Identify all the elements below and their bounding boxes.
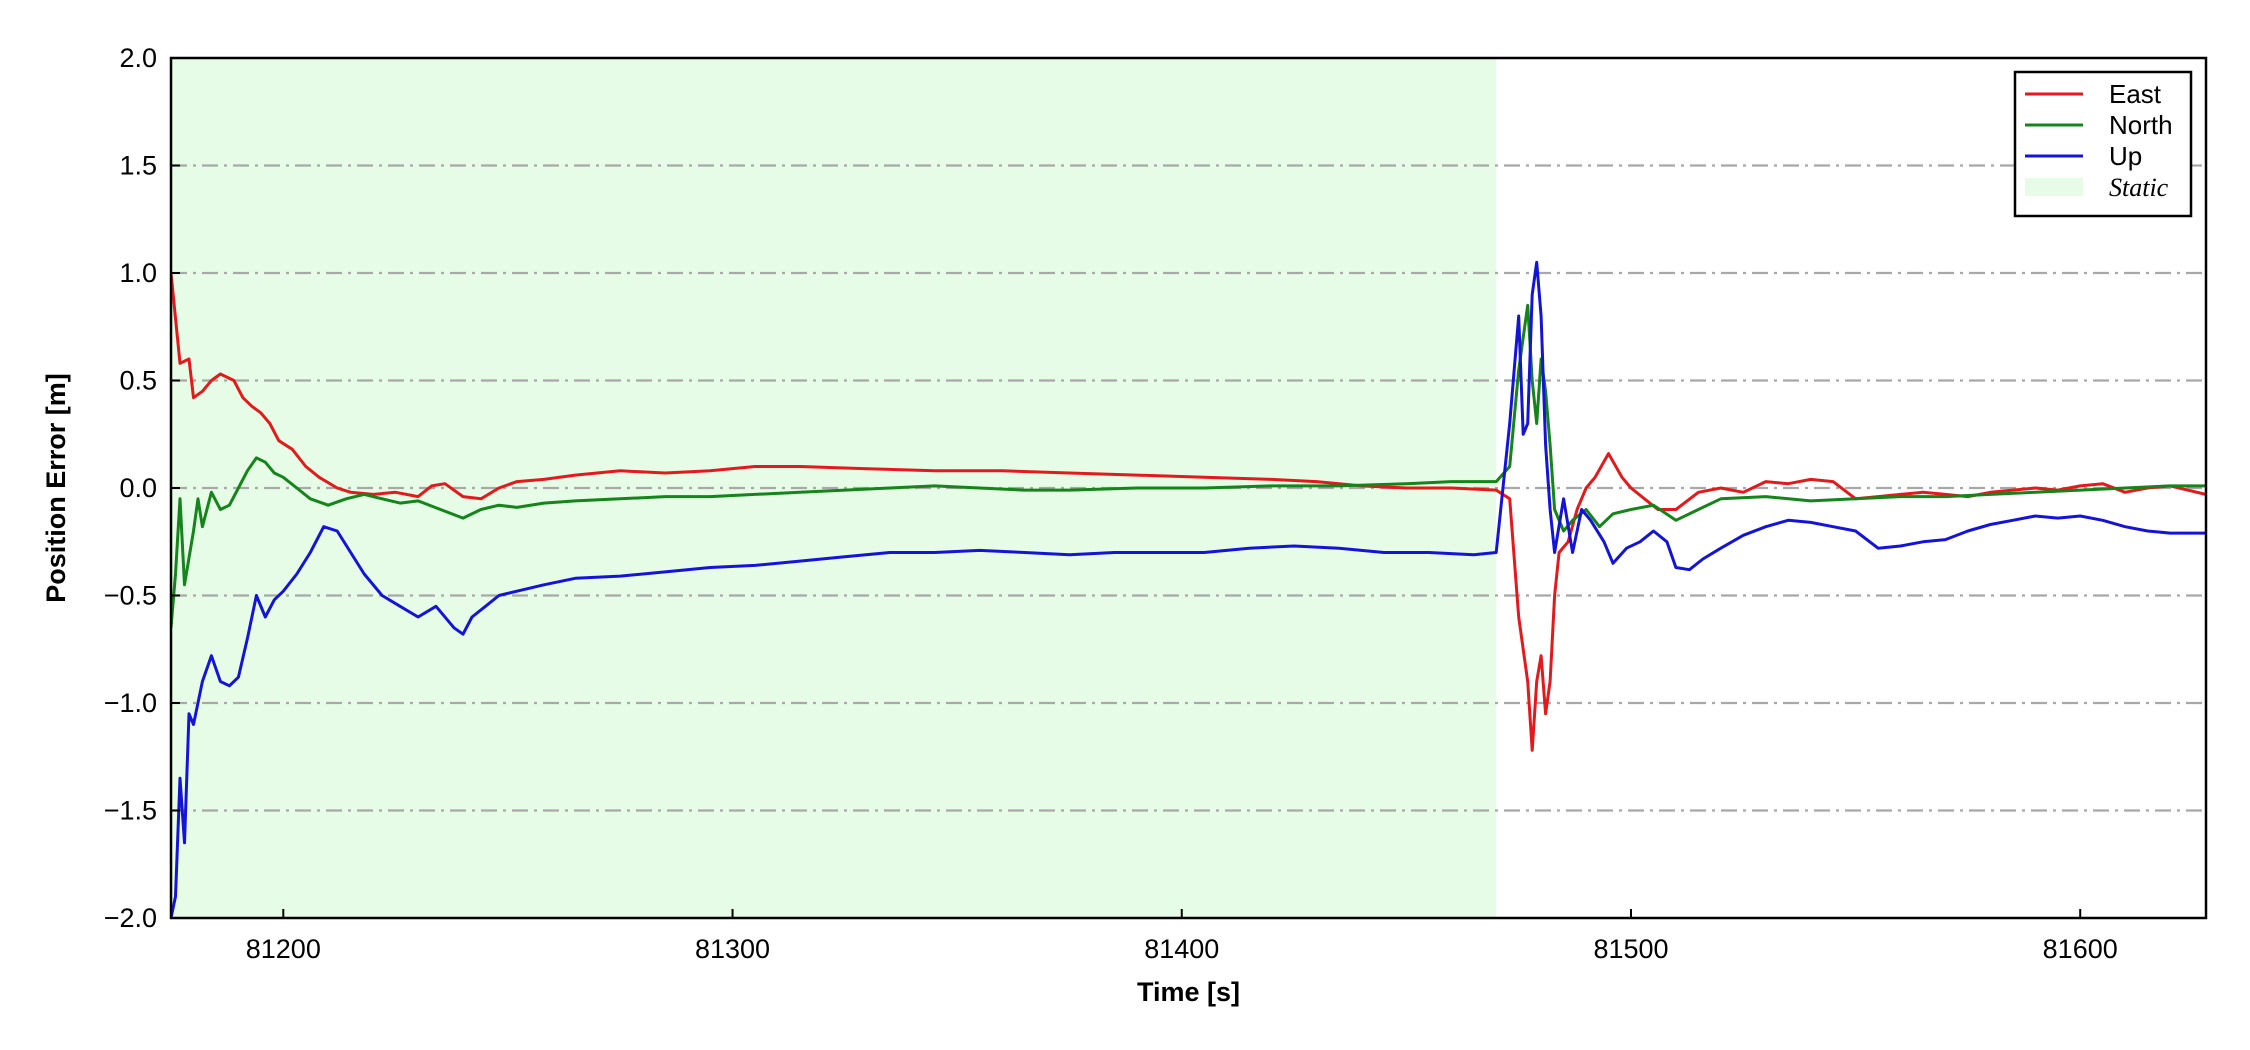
legend-static-swatch [2025,178,2083,196]
x-axis-label: Time [s] [1137,977,1240,1007]
y-tick-label: −2.0 [104,903,157,933]
y-tick-label: −1.5 [104,796,157,826]
legend-up-label: Up [2109,141,2142,171]
y-tick-label: −1.0 [104,688,157,718]
y-tick-label: 1.5 [119,151,157,181]
y-axis-label: Position Error [m] [41,373,71,603]
x-axis-ticks: 81200 81300 81400 81500 81600 [246,909,2118,964]
x-tick-label: 81500 [1593,934,1668,964]
y-tick-label: 2.0 [119,43,157,73]
plot-area [169,56,2208,920]
y-tick-label: 0.5 [119,366,157,396]
legend-static-label: Static [2109,173,2169,202]
y-tick-label: 1.0 [119,258,157,288]
series-lines [171,260,2206,918]
x-tick-label: 81200 [246,934,321,964]
series-line-north [171,303,2206,628]
y-tick-label: 0.0 [119,473,157,503]
x-tick-label: 81300 [695,934,770,964]
legend-north-label: North [2109,110,2173,140]
y-tick-label: −0.5 [104,581,157,611]
y-axis-ticks: 2.0 1.5 1.0 0.5 0.0 −0.5 −1.0 −1.5 −2.0 [104,43,180,933]
legend-east-label: East [2109,79,2162,109]
legend: East North Up Static [2013,70,2193,218]
x-tick-label: 81400 [1144,934,1219,964]
series-line-up [171,260,2206,918]
x-tick-label: 81600 [2043,934,2118,964]
